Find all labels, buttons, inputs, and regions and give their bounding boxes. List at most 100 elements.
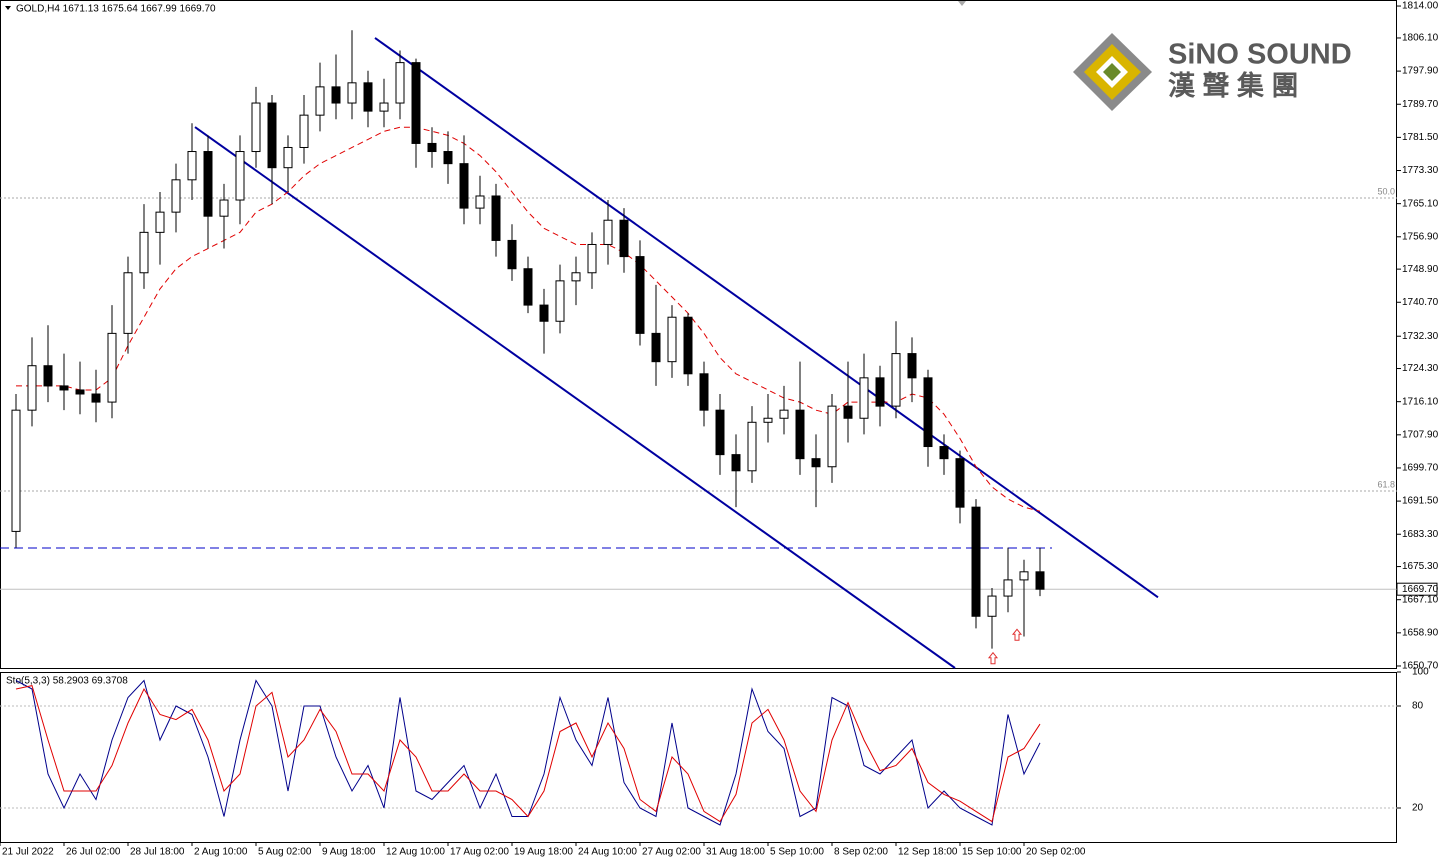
x-tick-label: 19 Aug 18:00 bbox=[514, 847, 573, 858]
candle-body bbox=[123, 272, 133, 334]
candle-body bbox=[411, 62, 421, 144]
y-tick-label: 80 bbox=[1412, 701, 1424, 712]
buy-arrow bbox=[1011, 628, 1023, 641]
candle-body bbox=[683, 316, 693, 375]
y-tick-label: 20 bbox=[1412, 803, 1424, 814]
fib-label: 50.0 bbox=[1377, 186, 1395, 196]
x-tick-label: 2 Aug 10:00 bbox=[194, 847, 248, 858]
candle-body bbox=[875, 377, 885, 407]
main-panel-border bbox=[0, 0, 1397, 669]
x-tick-label: 28 Jul 18:00 bbox=[130, 847, 185, 858]
candle-body bbox=[427, 142, 437, 153]
x-tick-label: 27 Aug 02:00 bbox=[642, 847, 701, 858]
candle-body bbox=[491, 195, 501, 241]
candle-body bbox=[187, 151, 197, 181]
trend-line bbox=[194, 126, 956, 669]
moving-average bbox=[16, 126, 1041, 512]
y-tick-label: 1806.10 bbox=[1402, 33, 1438, 44]
y-tick-label: 1797.90 bbox=[1402, 66, 1438, 77]
candle-body bbox=[315, 86, 325, 116]
logo: SiNO SOUND 漢 聲 集 團 bbox=[1073, 33, 1352, 111]
candle-body bbox=[27, 365, 37, 411]
y-tick-label: 1716.10 bbox=[1402, 396, 1438, 407]
x-tick-label: 12 Aug 10:00 bbox=[386, 847, 445, 858]
candle-body bbox=[379, 102, 389, 112]
y-tick-label: 1814.00 bbox=[1402, 1, 1438, 12]
x-tick-label: 12 Sep 18:00 bbox=[898, 847, 958, 858]
y-tick-label: 1724.30 bbox=[1402, 363, 1438, 374]
candle-body bbox=[635, 256, 645, 334]
candle-body bbox=[155, 211, 165, 233]
candle-body bbox=[75, 389, 85, 395]
candle-body bbox=[939, 446, 949, 460]
candle-body bbox=[1019, 571, 1029, 581]
header-icon bbox=[5, 6, 11, 10]
candle-body bbox=[971, 506, 981, 617]
candle-body bbox=[763, 417, 773, 423]
fib-label: 61.8 bbox=[1377, 479, 1395, 489]
y-tick-label: 1789.70 bbox=[1402, 99, 1438, 110]
candle-body bbox=[443, 151, 453, 165]
x-tick-label: 5 Aug 02:00 bbox=[258, 847, 312, 858]
candle-body bbox=[283, 146, 293, 169]
candle-body bbox=[395, 62, 405, 104]
candle-body bbox=[907, 353, 917, 379]
stochastic-line bbox=[15, 679, 1041, 826]
y-tick-label: 1699.70 bbox=[1402, 463, 1438, 474]
candle-body bbox=[59, 385, 69, 391]
current-price-tag bbox=[1396, 582, 1438, 596]
y-tick-label: 1667.10 bbox=[1402, 594, 1438, 605]
y-tick-label: 1658.90 bbox=[1402, 627, 1438, 638]
candle-body bbox=[235, 151, 245, 201]
candle-body bbox=[827, 405, 837, 468]
candle-body bbox=[107, 332, 117, 403]
x-tick-label: 24 Aug 10:00 bbox=[578, 847, 637, 858]
candle-body bbox=[331, 86, 341, 104]
candle-body bbox=[619, 219, 629, 258]
candle-body bbox=[507, 239, 517, 270]
shift-marker bbox=[958, 1, 966, 6]
candle-body bbox=[459, 163, 469, 209]
candle-body bbox=[347, 82, 357, 104]
candle-body bbox=[667, 316, 677, 363]
candle-body bbox=[795, 409, 805, 460]
candle-body bbox=[987, 595, 997, 617]
candle-body bbox=[91, 393, 101, 403]
y-tick-label: 1732.30 bbox=[1402, 331, 1438, 342]
y-tick-label: 1740.70 bbox=[1402, 297, 1438, 308]
candle-body bbox=[859, 377, 869, 419]
stochastic-line bbox=[15, 685, 1041, 823]
current-price-label: 1669.70 bbox=[1402, 584, 1438, 595]
candle-body bbox=[731, 454, 741, 472]
candle-body bbox=[779, 409, 789, 419]
y-tick-label: 1781.50 bbox=[1402, 132, 1438, 143]
candle-body bbox=[747, 421, 757, 472]
candle-body bbox=[219, 199, 229, 217]
candle-body bbox=[299, 114, 309, 148]
logo-chinese: 漢 聲 集 團 bbox=[1168, 70, 1299, 101]
x-tick-label: 17 Aug 02:00 bbox=[450, 847, 509, 858]
y-tick-label: 1756.90 bbox=[1402, 231, 1438, 242]
x-tick-label: 20 Sep 02:00 bbox=[1026, 847, 1086, 858]
header: GOLD,H4 1671.13 1675.64 1667.99 1669.70 bbox=[16, 4, 216, 15]
candle-body bbox=[539, 304, 549, 322]
trend-line bbox=[374, 37, 1159, 599]
candle-body bbox=[203, 151, 213, 217]
candle-body bbox=[955, 458, 965, 508]
candle-body bbox=[251, 102, 261, 153]
candle-body bbox=[891, 353, 901, 407]
candle-body bbox=[139, 231, 149, 274]
x-tick-label: 9 Aug 18:00 bbox=[322, 847, 376, 858]
y-tick-label: 1675.30 bbox=[1402, 561, 1438, 572]
x-tick-label: 31 Aug 18:00 bbox=[706, 847, 765, 858]
y-tick-label: 100 bbox=[1412, 667, 1429, 678]
candle-body bbox=[171, 179, 181, 213]
candle-body bbox=[587, 243, 597, 274]
y-tick-label: 1691.50 bbox=[1402, 496, 1438, 507]
candle-body bbox=[715, 409, 725, 456]
candle-body bbox=[475, 195, 485, 209]
candle-body bbox=[11, 409, 21, 532]
stochastic-panel-border bbox=[0, 672, 1397, 843]
y-tick-label: 1765.10 bbox=[1402, 198, 1438, 209]
